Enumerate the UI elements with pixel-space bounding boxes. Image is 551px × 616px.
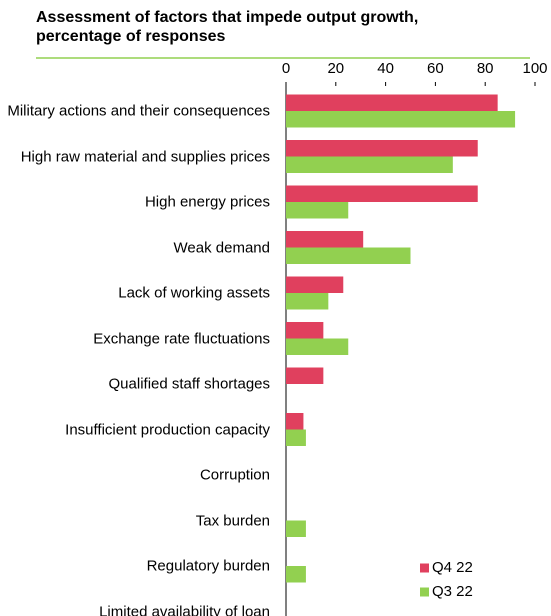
x-tick-label: 40 — [377, 60, 394, 77]
bar — [286, 413, 304, 430]
y-tick-label: Military actions and their consequences — [7, 102, 270, 120]
bar — [286, 231, 364, 248]
bar — [286, 185, 478, 202]
x-tick-label: 20 — [327, 60, 344, 77]
bar — [286, 111, 516, 128]
bar — [286, 247, 411, 264]
legend-swatch — [420, 563, 429, 573]
x-tick-label: 60 — [427, 60, 444, 77]
y-tick-label: Exchange rate fluctuations — [93, 330, 270, 347]
bar — [286, 293, 329, 310]
bar — [286, 94, 498, 111]
bar — [286, 367, 324, 384]
y-tick-label: Weak demand — [173, 239, 270, 256]
legend-swatch — [420, 587, 429, 597]
legend-label: Q4 22 — [432, 559, 473, 576]
bar — [286, 338, 349, 355]
x-tick-label: 80 — [477, 60, 494, 77]
y-tick-label: Insufficient production capacity — [65, 421, 270, 438]
y-tick-label: Corruption — [199, 466, 270, 484]
x-tick-label: 100 — [522, 60, 547, 77]
chart-title: Assessment of factors that impede output… — [36, 9, 419, 45]
y-tick-label: High raw material and supplies prices — [20, 148, 270, 165]
y-tick-label: Tax burden — [195, 512, 270, 529]
bar — [286, 322, 324, 339]
bar — [286, 140, 478, 157]
bar — [286, 276, 344, 293]
y-tick-label: High energy prices — [144, 193, 270, 211]
x-tick-label: 0 — [282, 60, 290, 77]
bar — [286, 566, 306, 583]
bar — [286, 202, 349, 219]
bar — [286, 429, 306, 446]
y-tick-label: Lack of working assets — [118, 284, 270, 302]
bar — [286, 520, 306, 537]
y-tick-label: Qualified staff shortages — [108, 375, 270, 393]
bar — [286, 156, 453, 173]
y-tick-label: Regulatory burden — [146, 557, 270, 575]
y-tick-label: Limited availability of loan — [99, 603, 270, 616]
legend-label: Q3 22 — [432, 583, 473, 600]
